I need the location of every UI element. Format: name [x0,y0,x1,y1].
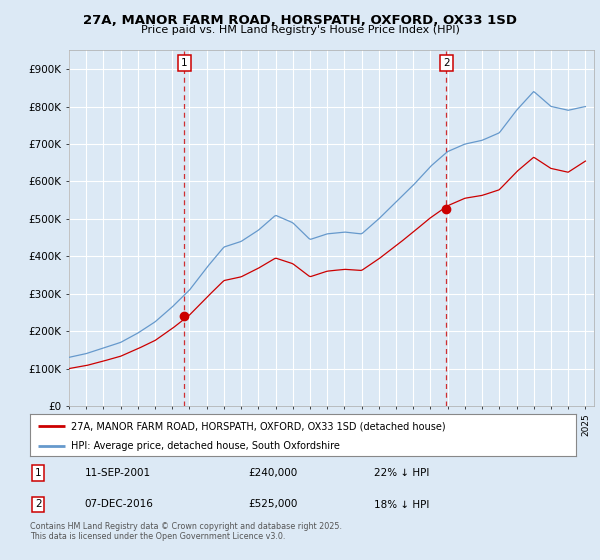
Text: 2: 2 [35,500,41,510]
Text: 27A, MANOR FARM ROAD, HORSPATH, OXFORD, OX33 1SD: 27A, MANOR FARM ROAD, HORSPATH, OXFORD, … [83,14,517,27]
Text: £240,000: £240,000 [248,468,298,478]
Text: HPI: Average price, detached house, South Oxfordshire: HPI: Average price, detached house, Sout… [71,441,340,451]
Text: 27A, MANOR FARM ROAD, HORSPATH, OXFORD, OX33 1SD (detached house): 27A, MANOR FARM ROAD, HORSPATH, OXFORD, … [71,421,446,431]
Text: 07-DEC-2016: 07-DEC-2016 [85,500,154,510]
Text: 22% ↓ HPI: 22% ↓ HPI [374,468,430,478]
Text: 1: 1 [181,58,188,68]
Text: Contains HM Land Registry data © Crown copyright and database right 2025.
This d: Contains HM Land Registry data © Crown c… [30,522,342,542]
Text: 2: 2 [443,58,449,68]
Text: Price paid vs. HM Land Registry's House Price Index (HPI): Price paid vs. HM Land Registry's House … [140,25,460,35]
Text: 11-SEP-2001: 11-SEP-2001 [85,468,151,478]
Text: 1: 1 [35,468,41,478]
Text: 18% ↓ HPI: 18% ↓ HPI [374,500,430,510]
Text: £525,000: £525,000 [248,500,298,510]
